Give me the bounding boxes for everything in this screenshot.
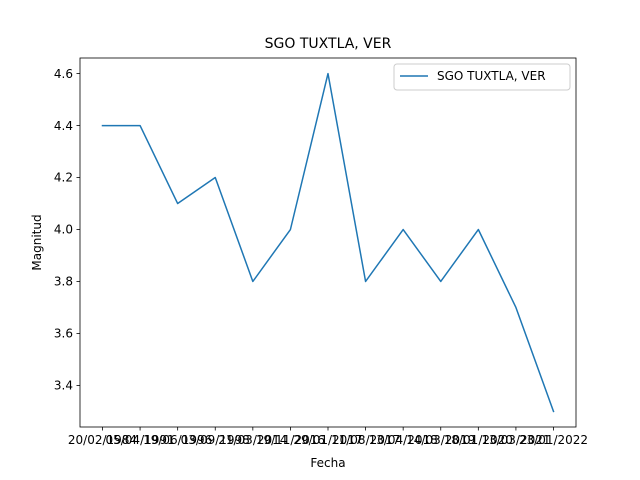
x-tick-label: 03/09/1998 xyxy=(181,433,250,447)
y-tick-label: 3.8 xyxy=(54,275,73,289)
x-tick-label: 19/06/1996 xyxy=(143,433,212,447)
chart-title: SGO TUXTLA, VER xyxy=(265,36,392,52)
y-tick-label: 4.4 xyxy=(54,119,73,133)
x-tick-label: 13/04/2018 xyxy=(369,433,438,447)
legend-frame xyxy=(393,63,571,91)
x-tick-label: 23/01/2022 xyxy=(519,433,588,447)
x-tick-label: 13/03/2021 xyxy=(481,433,550,447)
x-tick-label: 29/01/2017 xyxy=(293,433,362,447)
x-tick-label: 21/03/2014 xyxy=(218,433,287,447)
y-axis: 3.4 3.6 3.8 4.0 4.2 4.4 4.6 xyxy=(54,67,80,393)
x-axis: 20/02/198405/04/199119/06/199603/09/1998… xyxy=(68,427,588,447)
y-tick-label: 3.4 xyxy=(54,379,73,393)
y-tick-label: 4.2 xyxy=(54,171,73,185)
x-tick-label: 20/02/1984 xyxy=(68,433,137,447)
x-tick-label: 19/11/2016 xyxy=(256,433,325,447)
legend-entry-label: SGO TUXTLA, VER xyxy=(437,69,546,83)
x-axis-label: Fecha xyxy=(310,456,345,470)
legend: SGO TUXTLA, VER xyxy=(393,63,571,91)
y-tick-label: 4.0 xyxy=(54,223,73,237)
x-tick-label: 05/04/1991 xyxy=(105,433,174,447)
plot-area xyxy=(79,57,577,428)
series-layer xyxy=(101,72,555,413)
x-tick-label: 11/08/2017 xyxy=(331,433,400,447)
y-axis-label: Magnitud xyxy=(30,214,44,270)
y-tick-label: 4.6 xyxy=(54,67,73,81)
series-line xyxy=(101,72,555,413)
x-tick-label: 14/03/2019 xyxy=(406,433,475,447)
x-tick-label: 18/01/2020 xyxy=(444,433,513,447)
y-tick-label: 3.6 xyxy=(54,327,73,341)
